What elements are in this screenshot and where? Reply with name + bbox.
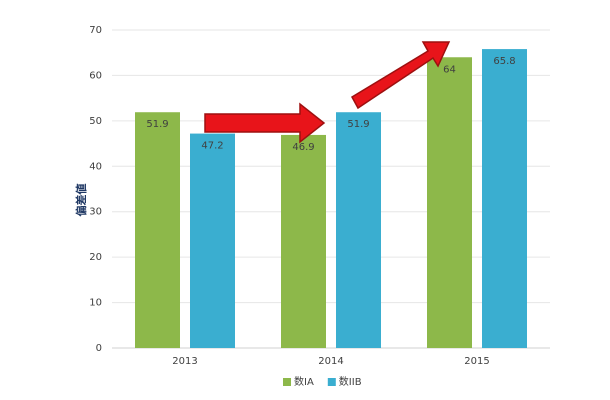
bar xyxy=(427,57,472,348)
legend-swatch xyxy=(327,378,336,386)
arrow xyxy=(204,102,326,144)
legend-swatch xyxy=(283,378,291,386)
y-tick-label: 30 xyxy=(89,207,102,218)
x-tick-label: 2014 xyxy=(318,356,343,367)
value-label: 47.2 xyxy=(201,141,223,152)
arrow xyxy=(350,41,451,110)
x-tick-label: 2015 xyxy=(464,356,489,367)
y-tick-label: 0 xyxy=(96,343,102,354)
y-tick-label: 50 xyxy=(89,116,102,127)
bar xyxy=(482,49,527,348)
y-tick-label: 20 xyxy=(89,252,102,263)
bar xyxy=(190,133,235,348)
bar xyxy=(336,112,381,349)
y-tick-label: 60 xyxy=(89,70,102,81)
y-tick-label: 70 xyxy=(89,25,102,36)
y-tick-label: 40 xyxy=(89,161,102,172)
legend-label: 数IIB xyxy=(339,375,362,388)
plot: 51.9 47.2 46.9 51.9 64 65.8 xyxy=(135,49,527,349)
bar xyxy=(281,134,326,348)
y-tick-label: 10 xyxy=(89,298,102,309)
arrows xyxy=(204,41,451,144)
legend-label: 数IA xyxy=(294,375,314,388)
value-label: 51.9 xyxy=(347,119,369,130)
value-label: 65.8 xyxy=(493,56,515,67)
y-axis-label: 偏差値 xyxy=(74,184,88,217)
x-tick-label: 2013 xyxy=(172,356,197,367)
bar xyxy=(135,112,180,349)
value-label: 46.9 xyxy=(292,142,314,153)
value-label: 64 xyxy=(443,64,456,75)
value-label: 51.9 xyxy=(146,119,168,130)
